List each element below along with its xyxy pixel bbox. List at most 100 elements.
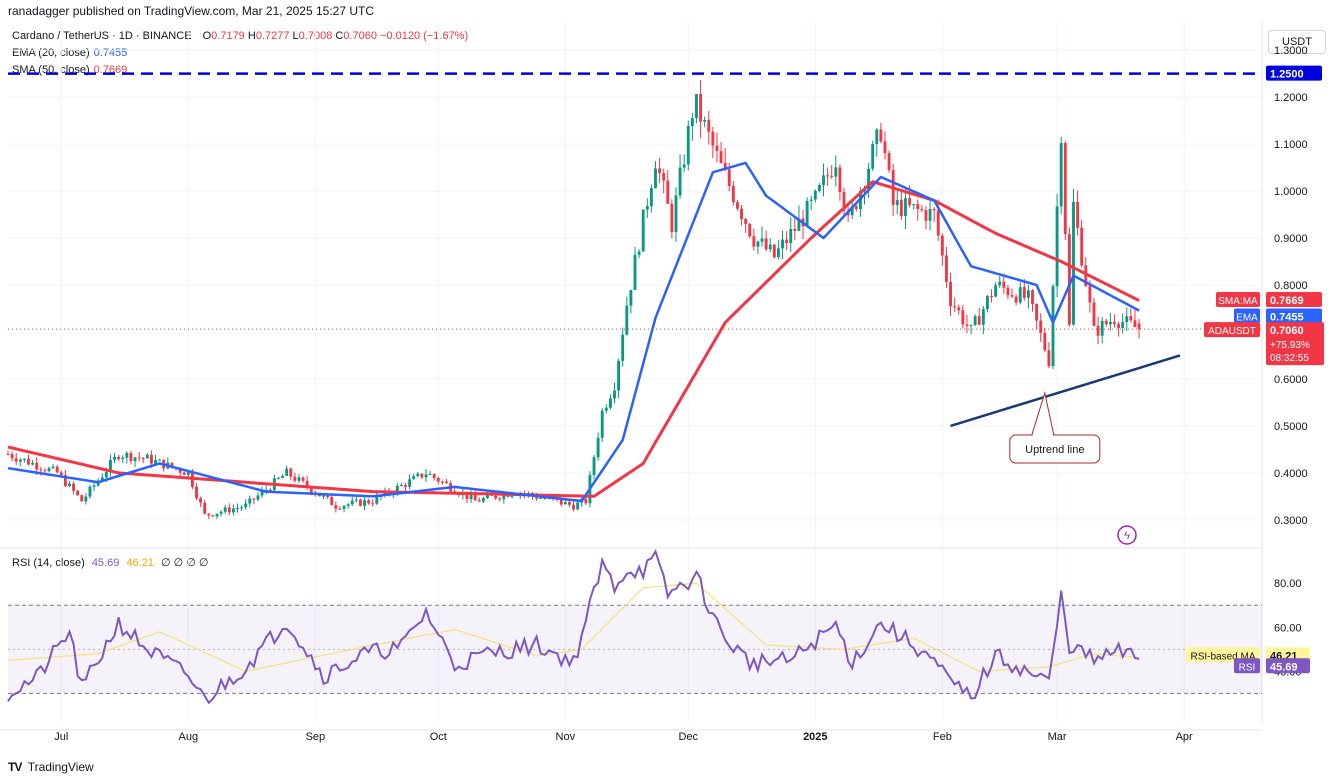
price-tick-label: 0.9000 — [1274, 233, 1308, 245]
candle-body — [195, 486, 198, 499]
candle-body — [768, 244, 772, 250]
candle-body — [793, 228, 797, 231]
candle-body — [994, 285, 998, 297]
candle-body — [104, 471, 108, 478]
candle-body — [76, 490, 80, 496]
candle-body — [1047, 350, 1051, 367]
candle-body — [170, 462, 174, 468]
candle-body — [1010, 295, 1014, 297]
candle-body — [645, 206, 649, 210]
candle-body — [559, 499, 563, 505]
candle-body — [326, 495, 330, 498]
candle-body — [338, 508, 342, 510]
candle-body — [309, 487, 313, 493]
price-tick-label: 0.4000 — [1274, 468, 1308, 480]
currency-button[interactable]: USDT — [1268, 30, 1326, 54]
price-tick-label: 1.2000 — [1274, 92, 1308, 104]
time-tick-label: Oct — [430, 731, 447, 743]
candle-body — [756, 241, 760, 247]
time-tick-label: Mar — [1048, 731, 1067, 743]
candle-body — [72, 483, 76, 491]
candle-body — [1006, 287, 1010, 296]
candle-body — [199, 498, 203, 503]
candle-body — [125, 452, 129, 458]
candle-body — [789, 228, 793, 243]
candle-body — [563, 501, 567, 505]
candle-body — [826, 175, 830, 177]
rsi-ma-line — [7, 582, 1140, 672]
price-tag-countdown: 08:32:55 — [1270, 353, 1309, 364]
candle-body — [322, 495, 325, 497]
candle-body — [658, 168, 662, 174]
candle-body — [47, 468, 51, 472]
candle-body — [408, 479, 412, 487]
candle-body — [854, 206, 858, 210]
candle-body — [633, 254, 637, 290]
candle-body — [895, 200, 899, 205]
candle-body — [875, 129, 879, 145]
candle-body — [838, 167, 842, 193]
candle-body — [1031, 290, 1034, 305]
candle-body — [92, 485, 96, 487]
candle-body — [412, 476, 416, 480]
sma-tag-name: SMA:MA — [1218, 296, 1258, 307]
candle-body — [68, 483, 71, 487]
candle-body — [711, 131, 715, 146]
candle-body — [707, 119, 711, 132]
candle-body — [236, 507, 239, 509]
candle-body — [498, 498, 502, 500]
candle-body — [1125, 316, 1129, 323]
price-tick-label: 1.1000 — [1274, 139, 1308, 151]
level-tag-value-bg — [1266, 65, 1322, 81]
candle-body — [395, 485, 399, 494]
candle-body — [203, 502, 207, 514]
high-label: H — [247, 30, 256, 42]
candles — [6, 79, 1141, 520]
rsi-legend: RSI (14, close) 45.69 46.21 ∅ ∅ ∅ ∅ — [12, 556, 209, 569]
candle-body — [268, 489, 272, 491]
candle-body — [879, 129, 883, 142]
candle-body — [182, 472, 186, 475]
candle-body — [748, 223, 752, 237]
candle-body — [690, 118, 694, 126]
price-tag-change: +75.93% — [1270, 340, 1310, 351]
candle-body — [305, 480, 309, 488]
tradingview-logo[interactable]: TV TradingView — [8, 760, 94, 774]
candle-body — [1039, 320, 1043, 333]
candle-body — [6, 454, 10, 456]
sma-legend-value: 0.7669 — [93, 64, 128, 76]
candle-body — [1129, 316, 1133, 321]
candle-body — [1096, 325, 1100, 336]
candle-body — [416, 473, 420, 477]
time-tick-label: Feb — [933, 731, 952, 743]
candle-body — [334, 505, 338, 509]
candle-body — [940, 235, 944, 256]
candle-body — [973, 316, 977, 325]
candle-body — [924, 210, 928, 221]
sma50-line — [7, 180, 1140, 498]
candle-body — [674, 195, 678, 233]
candle-body — [834, 167, 838, 177]
ema-tag-name: EMA — [1236, 312, 1258, 323]
rsi-extra-values: ∅ ∅ ∅ ∅ — [161, 557, 209, 569]
open-label: O — [202, 30, 212, 42]
candle-body — [584, 498, 588, 504]
candle-body — [285, 468, 289, 476]
low-label: L — [292, 30, 299, 42]
rsi-tag-value-bg — [1266, 658, 1310, 674]
candle-body — [399, 484, 403, 486]
candle-body — [842, 192, 846, 211]
rsi-legend-value: 45.69 — [91, 557, 120, 569]
candle-body — [10, 454, 14, 459]
annotation-text: Uptrend line — [1025, 444, 1084, 456]
candle-body — [539, 498, 543, 500]
candle-body — [14, 458, 18, 462]
candle-body — [985, 296, 989, 310]
candle-body — [137, 457, 141, 459]
candle-body — [760, 238, 764, 242]
candle-body — [211, 515, 215, 517]
candle-body — [998, 281, 1002, 286]
candle-body — [1080, 227, 1084, 266]
candle-body — [149, 454, 153, 464]
